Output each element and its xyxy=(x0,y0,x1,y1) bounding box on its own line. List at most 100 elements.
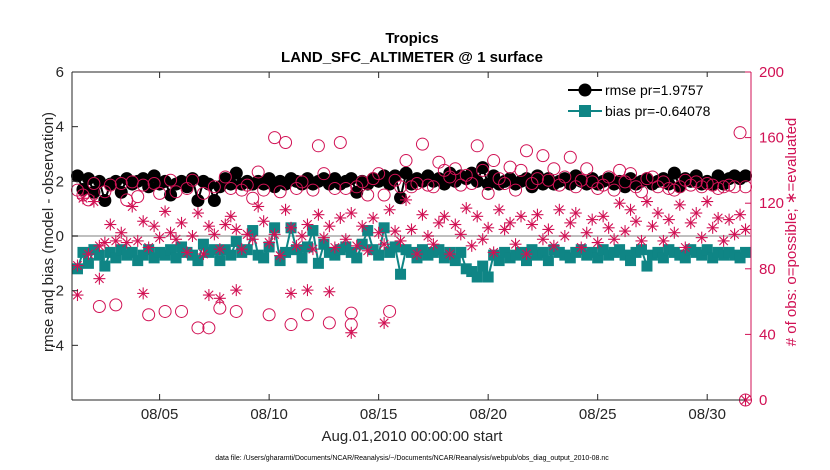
obs-possible-point xyxy=(487,154,501,168)
obs-possible-point xyxy=(92,300,106,314)
obs-possible-point xyxy=(273,185,287,199)
obs-possible-point xyxy=(317,167,331,181)
obs-evaluated-point xyxy=(339,233,352,246)
x-tick-label: 08/15 xyxy=(360,406,398,423)
obs-possible-point xyxy=(645,170,659,184)
obs-evaluated-point xyxy=(739,223,752,236)
obs-evaluated-point xyxy=(285,221,298,234)
obs-possible-point xyxy=(240,178,254,192)
bias-point xyxy=(362,225,374,237)
rmse-point xyxy=(191,193,205,207)
y-tick-label: 6 xyxy=(56,64,64,81)
bias-point xyxy=(165,244,177,256)
bias-point xyxy=(389,241,401,253)
obs-possible-point xyxy=(257,183,271,197)
obs-evaluated-point xyxy=(142,241,155,254)
series-layer xyxy=(70,126,753,407)
obs-evaluated-point xyxy=(613,197,626,210)
obs-evaluated-point xyxy=(410,248,423,261)
obs-possible-point xyxy=(717,180,731,194)
obs-evaluated-point xyxy=(317,231,330,244)
legend-bias-label: bias pr=-0.64078 xyxy=(605,103,711,119)
bias-point xyxy=(197,238,209,250)
x-tick-label: 08/25 xyxy=(579,406,617,423)
bias-point xyxy=(126,246,138,258)
obs-evaluated-point xyxy=(482,221,495,234)
obs-evaluated-point xyxy=(542,223,555,236)
rmse-point xyxy=(70,169,84,183)
obs-possible-point xyxy=(251,165,265,179)
bias-point xyxy=(740,246,752,258)
rmse-point xyxy=(388,169,402,183)
obs-possible-point xyxy=(109,298,123,312)
obs-evaluated-point xyxy=(449,218,462,231)
obs-evaluated-point xyxy=(525,218,538,231)
y-right-tick-label: 40 xyxy=(759,326,776,343)
obs-possible-point xyxy=(383,304,397,318)
obs-evaluated-low-point xyxy=(202,289,215,302)
obs-evaluated-point xyxy=(389,225,402,238)
ticks-layer: -4 -2 0 2 4 6 0 40 80 120 160 200 08/05 08/10 08/15 08/… xyxy=(51,64,784,423)
obs-possible-point xyxy=(448,162,462,176)
obs-evaluated-point xyxy=(454,228,467,241)
bias-point xyxy=(378,222,390,234)
obs-possible-point xyxy=(574,173,588,187)
obs-possible-point xyxy=(399,154,413,168)
obs-possible-point xyxy=(421,178,435,192)
obs-evaluated-point xyxy=(126,200,139,213)
series-obs-possible-low xyxy=(344,306,358,320)
obs-possible-point xyxy=(454,178,468,192)
obs-possible-point xyxy=(662,181,676,195)
bias-point xyxy=(449,255,461,267)
obs-evaluated-point xyxy=(734,208,747,221)
obs-possible-point xyxy=(185,173,199,187)
obs-evaluated-point xyxy=(536,233,549,246)
obs-evaluated-point xyxy=(120,236,133,249)
obs-evaluated-low-point xyxy=(93,272,106,285)
obs-possible-point xyxy=(476,163,490,177)
bias-point xyxy=(280,246,292,258)
y-right-tick-label: 0 xyxy=(759,392,767,409)
obs-evaluated-low-point xyxy=(213,292,226,305)
obs-evaluated-point xyxy=(476,233,489,246)
obs-evaluated-point xyxy=(208,228,221,241)
obs-evaluated-point xyxy=(493,203,506,216)
obs-possible-point xyxy=(164,173,178,187)
obs-evaluated-point xyxy=(504,216,517,229)
obs-evaluated-point xyxy=(252,200,265,213)
obs-evaluated-point xyxy=(323,220,336,233)
bias-point xyxy=(395,268,407,280)
obs-evaluated-point xyxy=(706,221,719,234)
obs-evaluated-point xyxy=(630,215,643,228)
bias-point xyxy=(307,225,319,237)
obs-evaluated-point xyxy=(350,239,363,252)
obs-evaluated-point xyxy=(558,230,571,242)
obs-evaluated-point xyxy=(361,244,374,257)
rmse-point xyxy=(667,166,681,180)
obs-evaluated-point xyxy=(712,211,725,224)
obs-evaluated-point xyxy=(383,203,396,216)
obs-evaluated-point xyxy=(235,243,248,256)
obs-evaluated-point xyxy=(471,210,484,223)
bias-point xyxy=(679,252,691,264)
obs-evaluated-point xyxy=(104,218,117,231)
obs-evaluated-point xyxy=(345,207,358,220)
obs-evaluated-point xyxy=(668,226,681,239)
y-axis-label: rmse and bias (model - observation) xyxy=(40,112,57,352)
obs-evaluated-point xyxy=(416,208,429,221)
obs-evaluated-point xyxy=(109,234,122,247)
y-tick-label: -4 xyxy=(51,337,64,354)
obs-possible-point xyxy=(306,183,320,197)
obs-possible-point xyxy=(268,131,282,145)
obs-possible-point xyxy=(361,188,375,202)
obs-possible-point xyxy=(465,177,479,191)
obs-evaluated-point xyxy=(367,211,380,224)
obs-possible-point xyxy=(262,308,276,322)
bias-point xyxy=(455,246,467,258)
obs-evaluated-point xyxy=(394,234,407,247)
legend: rmse pr=1.9757 bias pr=-0.64078 xyxy=(558,77,746,122)
obs-possible-point xyxy=(218,170,232,184)
bias-point xyxy=(635,244,647,256)
obs-possible-point xyxy=(426,180,440,194)
y-right-tick-label: 160 xyxy=(759,130,784,147)
